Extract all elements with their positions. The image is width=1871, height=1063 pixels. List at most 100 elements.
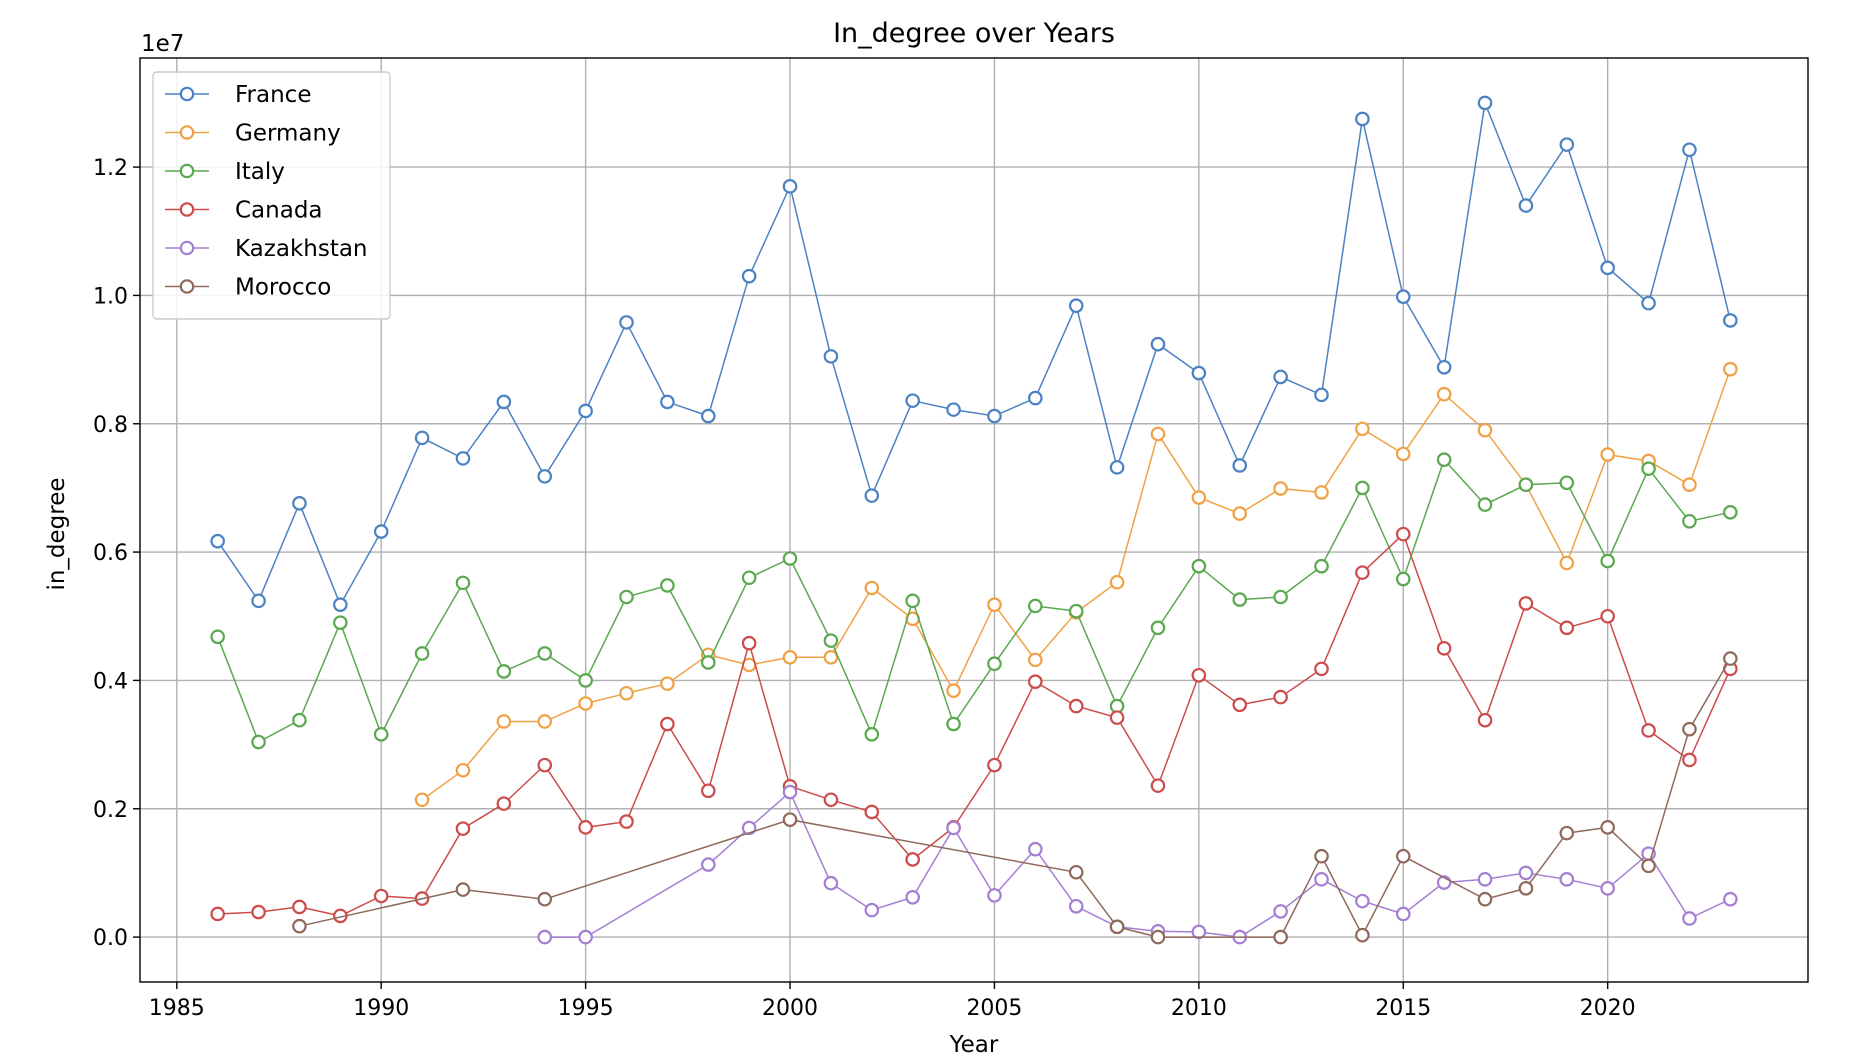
x-tick-label: 1985 [149,996,205,1021]
data-point-morocco [1109,919,1125,935]
data-point-canada [1109,710,1125,725]
data-point-canada [1273,689,1288,705]
data-point-morocco [1559,825,1575,841]
series-canada [210,526,1738,924]
data-point-kazakhstan [1314,872,1329,887]
data-point-canada [1518,596,1534,611]
data-point-italy [987,656,1002,672]
data-point-italy [1436,452,1452,467]
data-point-france [1273,369,1288,385]
data-point-canada [823,792,839,808]
data-point-kazakhstan [1600,881,1615,896]
data-point-italy [660,578,675,593]
data-point-morocco [782,812,798,827]
data-point-kazakhstan [741,820,757,836]
data-point-germany [1273,481,1288,496]
data-point-canada [700,783,716,799]
data-point-italy [1150,620,1166,636]
data-point-canada [1191,667,1207,683]
data-point-italy [1355,480,1370,496]
data-point-france [823,349,839,364]
data-point-germany [946,683,961,698]
data-point-italy [1232,592,1248,607]
data-point-france [1518,198,1534,213]
data-point-kazakhstan [700,857,716,872]
data-point-italy [537,646,553,661]
data-point-italy [1600,553,1615,569]
data-point-morocco [1600,820,1615,835]
data-point-kazakhstan [1477,872,1493,887]
data-point-canada [741,635,757,651]
data-point-italy [946,716,961,732]
data-point-italy [1191,558,1207,574]
data-point-france [537,469,553,484]
data-point-canada [292,899,307,915]
x-tick-label: 1990 [353,996,409,1021]
data-point-canada [455,821,471,836]
legend-label-germany: Germany [235,121,341,147]
legend-label-morocco: Morocco [235,275,331,301]
data-point-france [700,408,716,424]
data-point-germany [578,696,593,711]
data-point-canada [1232,697,1248,713]
data-point-morocco [537,891,553,907]
legend-marker-canada [179,202,195,217]
data-point-france [1723,313,1738,328]
data-point-germany [864,580,880,596]
data-point-france [1559,137,1575,152]
data-point-kazakhstan [1068,898,1084,914]
y-tick-label: 0.0 [93,926,128,951]
data-point-france [741,268,757,284]
data-point-morocco [1068,864,1084,880]
data-point-canada [1436,641,1452,656]
data-point-morocco [1150,929,1166,945]
series-line-canada [217,532,1731,917]
series-group [210,95,1738,945]
y-axis-title: in_degree [44,477,70,590]
data-point-france [210,533,225,549]
data-point-germany [619,685,634,701]
data-point-canada [1682,752,1697,768]
data-point-france [1150,336,1166,352]
data-point-france [578,403,593,419]
data-point-italy [1028,598,1043,614]
data-point-france [1109,460,1125,475]
data-point-canada [1068,698,1084,714]
data-point-italy [864,727,880,742]
legend-label-canada: Canada [235,198,323,224]
legend-label-france: France [235,82,311,108]
data-point-france [1641,295,1656,311]
data-point-italy [1641,461,1656,476]
data-point-canada [1641,723,1656,738]
axis-ticks: 1985 1990 1995 2000 2005 2010 2015 2020 0.0 0.2 0.… [93,156,1636,1021]
data-point-kazakhstan [782,784,798,800]
data-point-morocco [1477,891,1493,907]
data-point-france [1395,289,1411,304]
series-kazakhstan [537,784,1738,945]
data-point-france [905,393,920,408]
data-point-italy [496,664,512,679]
data-point-germany [1109,574,1125,590]
data-point-france [1314,387,1329,403]
grid [140,58,1808,982]
data-point-germany [782,650,798,665]
data-point-canada [1395,526,1411,542]
series-line-morocco [299,658,1731,938]
data-point-italy [1314,558,1329,574]
data-point-france [496,394,512,410]
legend: France Germany Italy Canada Kazakhstan Morocc… [152,71,391,320]
data-point-france [292,496,307,511]
y-tick-label: 0.8 [93,413,128,438]
data-point-germany [414,792,430,808]
x-tick-label: 1995 [558,996,614,1021]
data-point-germany [537,714,553,729]
data-point-canada [905,852,920,867]
data-point-canada [373,888,389,904]
y-tick-label: 0.2 [93,798,128,823]
data-point-france [1436,359,1452,375]
data-point-morocco [455,882,471,897]
data-point-italy [1068,603,1084,619]
data-point-germany [1191,490,1207,505]
data-point-germany [1682,477,1697,493]
data-point-italy [1477,497,1493,512]
